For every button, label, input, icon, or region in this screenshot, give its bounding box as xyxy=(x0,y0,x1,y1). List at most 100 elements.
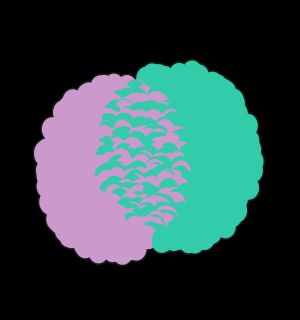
Circle shape xyxy=(220,151,242,178)
Circle shape xyxy=(133,215,155,241)
Circle shape xyxy=(93,127,115,153)
Circle shape xyxy=(134,154,153,176)
Circle shape xyxy=(122,174,141,197)
Circle shape xyxy=(150,153,170,176)
Circle shape xyxy=(99,114,121,140)
Circle shape xyxy=(130,111,152,138)
Circle shape xyxy=(70,112,92,139)
Circle shape xyxy=(38,175,56,198)
Circle shape xyxy=(150,225,169,247)
Circle shape xyxy=(159,211,178,233)
Circle shape xyxy=(103,161,122,184)
Circle shape xyxy=(149,65,168,87)
Circle shape xyxy=(208,117,230,143)
Circle shape xyxy=(124,136,146,162)
Circle shape xyxy=(63,182,85,209)
Circle shape xyxy=(98,108,117,131)
Circle shape xyxy=(62,144,84,170)
Circle shape xyxy=(109,155,128,178)
Circle shape xyxy=(48,209,70,235)
Circle shape xyxy=(105,176,124,199)
Circle shape xyxy=(238,156,257,179)
Circle shape xyxy=(108,204,127,227)
Circle shape xyxy=(114,135,133,158)
Circle shape xyxy=(141,126,160,148)
Circle shape xyxy=(146,163,165,186)
Circle shape xyxy=(141,186,160,208)
Circle shape xyxy=(55,195,74,217)
Circle shape xyxy=(48,140,70,166)
Circle shape xyxy=(145,210,167,236)
Circle shape xyxy=(46,138,68,164)
Circle shape xyxy=(89,90,111,116)
Circle shape xyxy=(113,119,132,141)
Circle shape xyxy=(119,105,141,131)
Circle shape xyxy=(96,91,118,117)
Circle shape xyxy=(41,192,60,214)
Circle shape xyxy=(168,204,187,226)
Circle shape xyxy=(163,71,182,93)
Circle shape xyxy=(175,65,197,92)
Circle shape xyxy=(35,157,57,183)
Circle shape xyxy=(56,180,75,202)
Circle shape xyxy=(240,137,262,163)
Circle shape xyxy=(45,163,64,185)
Circle shape xyxy=(237,155,259,181)
Circle shape xyxy=(139,139,160,165)
Circle shape xyxy=(173,129,192,152)
Circle shape xyxy=(137,204,159,231)
Circle shape xyxy=(153,165,172,188)
Circle shape xyxy=(68,158,90,184)
Circle shape xyxy=(221,202,243,228)
Circle shape xyxy=(159,143,178,166)
Circle shape xyxy=(179,211,198,233)
Circle shape xyxy=(110,236,129,258)
Circle shape xyxy=(148,92,170,118)
Circle shape xyxy=(238,175,260,201)
Circle shape xyxy=(178,228,200,254)
Circle shape xyxy=(100,138,119,160)
Circle shape xyxy=(71,114,90,137)
Circle shape xyxy=(111,143,130,165)
Circle shape xyxy=(181,185,203,211)
Circle shape xyxy=(118,209,140,236)
Circle shape xyxy=(132,113,151,136)
Circle shape xyxy=(157,146,179,172)
Circle shape xyxy=(200,87,218,109)
Circle shape xyxy=(56,210,74,232)
Circle shape xyxy=(115,144,134,166)
Circle shape xyxy=(157,184,176,206)
Circle shape xyxy=(77,191,99,217)
Circle shape xyxy=(141,109,163,135)
Circle shape xyxy=(109,187,130,213)
Circle shape xyxy=(98,121,117,144)
Circle shape xyxy=(238,158,257,180)
Circle shape xyxy=(203,214,222,236)
Circle shape xyxy=(112,223,134,250)
Circle shape xyxy=(149,129,168,152)
Circle shape xyxy=(227,101,249,127)
Circle shape xyxy=(125,236,147,262)
Circle shape xyxy=(154,87,176,113)
Circle shape xyxy=(208,189,227,212)
Circle shape xyxy=(225,134,247,161)
Circle shape xyxy=(205,177,227,203)
Circle shape xyxy=(127,174,146,197)
Circle shape xyxy=(163,102,185,128)
Circle shape xyxy=(111,149,130,171)
Circle shape xyxy=(96,162,118,188)
Circle shape xyxy=(178,172,197,194)
Circle shape xyxy=(138,118,157,141)
Circle shape xyxy=(88,160,107,183)
Circle shape xyxy=(110,91,129,113)
Circle shape xyxy=(202,199,221,221)
Circle shape xyxy=(156,188,176,211)
Circle shape xyxy=(84,97,106,124)
Circle shape xyxy=(78,97,100,123)
Circle shape xyxy=(171,141,193,167)
Circle shape xyxy=(52,99,74,125)
Circle shape xyxy=(118,94,140,120)
Circle shape xyxy=(66,203,85,226)
Circle shape xyxy=(147,127,170,153)
Circle shape xyxy=(126,137,145,160)
